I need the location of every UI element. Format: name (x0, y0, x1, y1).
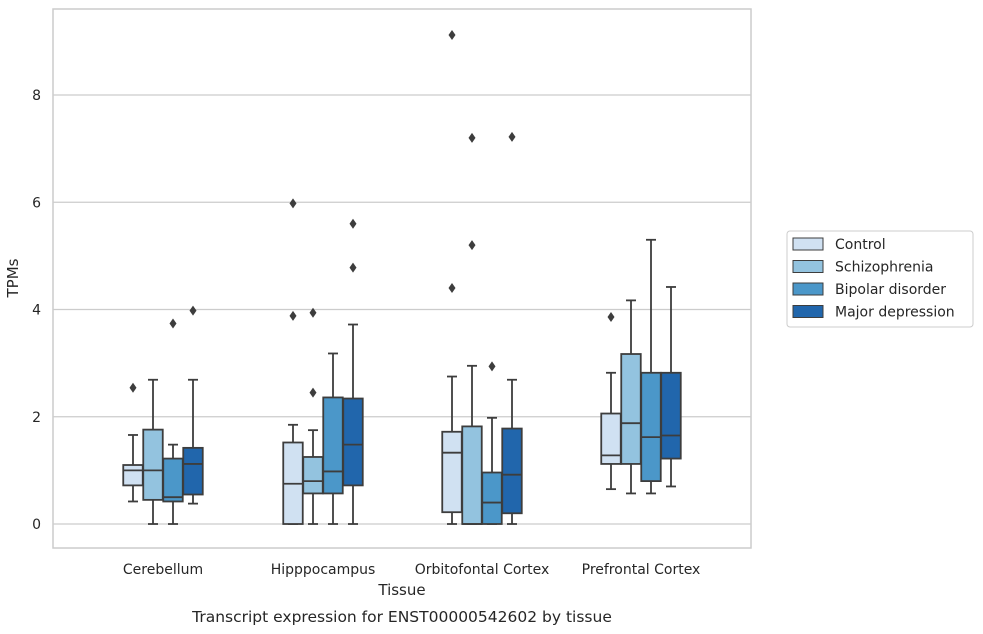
y-tick-label: 0 (32, 517, 41, 533)
box-major-depression (501, 378, 523, 525)
box-bipolar-disorder (481, 416, 503, 525)
legend-swatch (792, 305, 824, 318)
legend-frame (786, 230, 974, 328)
box-schizophrenia (142, 378, 164, 525)
box-control (441, 375, 463, 525)
outlier-point (189, 305, 197, 316)
y-tick-label: 6 (32, 195, 41, 211)
outlier-point (508, 131, 516, 142)
legend-swatch (792, 282, 824, 296)
box-bipolar-disorder (162, 443, 184, 525)
plot-area-frame (52, 8, 752, 549)
legend-label: Major depression (835, 305, 955, 321)
legend-label: Bipolar disorder (835, 282, 946, 298)
y-tick-label: 8 (32, 88, 41, 104)
outlier-point (607, 312, 615, 323)
iqr-box (182, 446, 204, 496)
y-tick-label: 2 (32, 410, 41, 426)
outlier-point (309, 387, 317, 398)
iqr-box (600, 412, 622, 465)
outlier-point (468, 240, 476, 251)
outlier-point (289, 198, 297, 209)
iqr-box (322, 396, 344, 495)
iqr-box (302, 456, 324, 495)
box-bipolar-disorder (640, 238, 662, 495)
y-tick-label: 4 (32, 303, 41, 319)
x-tick-label: Cerebellum (123, 562, 203, 578)
box-schizophrenia (620, 299, 642, 495)
box-control (122, 434, 144, 503)
box-schizophrenia (302, 429, 324, 525)
iqr-box (461, 425, 483, 525)
box-bipolar-disorder (322, 352, 344, 525)
outlier-point (468, 132, 476, 143)
boxes (122, 238, 682, 525)
outlier-point (129, 382, 137, 393)
legend-label: Schizophrenia (835, 260, 933, 276)
iqr-box (122, 464, 144, 487)
iqr-box (640, 371, 662, 482)
outlier-point (349, 262, 357, 273)
box-major-depression (342, 323, 364, 525)
x-tick-label: Prefrontal Cortex (582, 562, 701, 578)
box-schizophrenia (461, 364, 483, 525)
x-tick-label: Orbitofontal Cortex (415, 562, 550, 578)
iqr-box (441, 430, 463, 514)
x-tick-labels: Cerebellum Hipppocampus Orbitofontal Corte… (123, 562, 700, 578)
iqr-box (142, 428, 164, 501)
outlier-point (448, 283, 456, 294)
box-control (282, 423, 304, 525)
box-major-depression (660, 286, 682, 488)
x-axis-label: Tissue (377, 581, 425, 599)
chart-caption: Transcript expression for ENST0000054260… (191, 608, 612, 626)
legend: Control Schizophrenia Bipolar disorder Majo… (786, 230, 974, 328)
outlier-point (289, 310, 297, 321)
outlier-point (169, 318, 177, 329)
y-tick-labels: 0 2 4 6 8 (32, 88, 41, 533)
box-control (600, 371, 622, 491)
outlier-point (309, 307, 317, 318)
y-axis-label: TPMs (4, 258, 22, 298)
iqr-box (501, 427, 523, 515)
legend-swatch (792, 260, 824, 273)
iqr-box (481, 471, 503, 525)
iqr-box (620, 353, 642, 465)
iqr-box (342, 397, 364, 487)
outlier-point (448, 29, 456, 40)
outliers (129, 29, 615, 398)
outlier-point (349, 218, 357, 229)
x-tick-label: Hipppocampus (271, 562, 376, 578)
iqr-box (660, 371, 682, 460)
iqr-box (162, 457, 184, 503)
box-major-depression (182, 378, 204, 505)
outlier-point (488, 361, 496, 372)
legend-label: Control (835, 237, 886, 253)
legend-swatch (792, 237, 824, 251)
